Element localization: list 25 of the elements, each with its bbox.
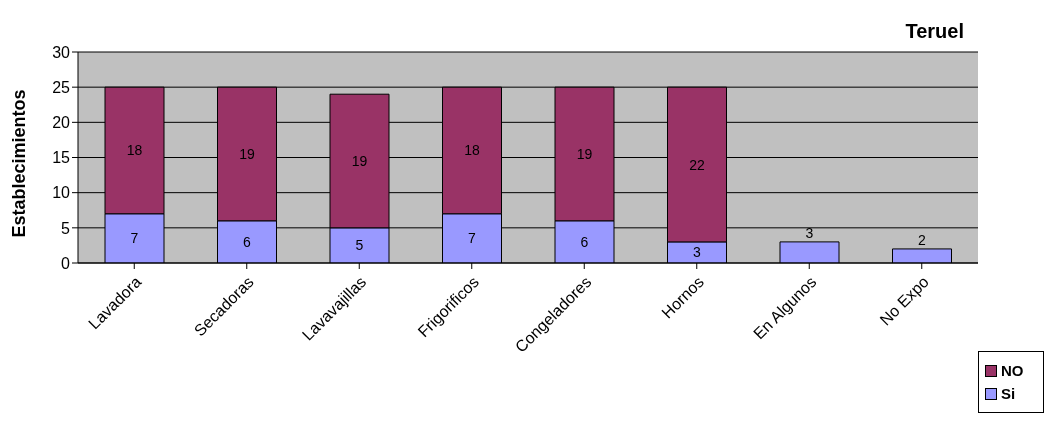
data-label: 19 — [351, 153, 368, 170]
data-label: 6 — [243, 233, 252, 250]
data-label: 19 — [576, 145, 593, 162]
data-label: 6 — [580, 233, 589, 250]
data-label: 3 — [693, 244, 702, 261]
data-label: 3 — [805, 224, 814, 241]
y-tick-label: 30 — [52, 43, 71, 61]
y-tick-label: 0 — [61, 254, 71, 272]
y-axis-title: Establecimientos — [9, 89, 30, 238]
y-tick-label: 10 — [52, 184, 71, 202]
y-tick-label: 25 — [52, 78, 71, 96]
y-tick-label: 5 — [61, 219, 71, 237]
legend-label: NO — [1000, 362, 1025, 379]
data-label: 18 — [126, 142, 143, 159]
data-label: 19 — [239, 145, 255, 162]
data-label: 18 — [464, 142, 480, 159]
y-tick-label: 15 — [52, 149, 71, 167]
data-label: 7 — [468, 230, 477, 247]
y-tick-label: 20 — [52, 114, 71, 132]
legend-label: Si — [1000, 385, 1017, 402]
chart-title: Teruel — [905, 20, 964, 43]
data-label: 22 — [689, 156, 705, 173]
data-label: 2 — [918, 231, 927, 248]
data-label: 7 — [130, 230, 139, 247]
data-label: 5 — [355, 237, 364, 254]
